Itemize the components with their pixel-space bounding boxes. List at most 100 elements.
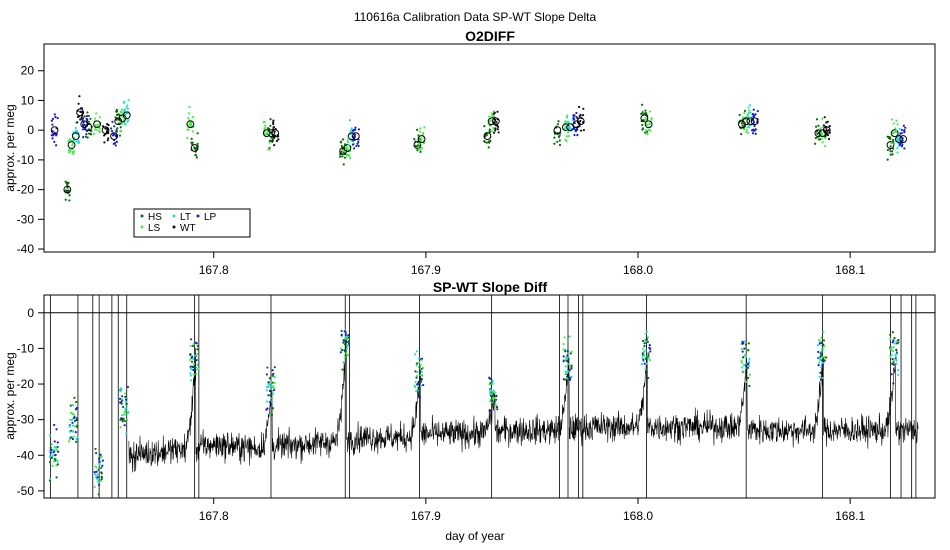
calibration-dot xyxy=(189,365,192,368)
calibration-dot xyxy=(418,396,421,399)
calibration-dot xyxy=(895,359,898,362)
calibration-dot xyxy=(125,402,128,406)
o2diff-dot xyxy=(271,140,274,143)
o2diff-point-wt xyxy=(76,108,84,117)
o2diff-dot xyxy=(126,104,129,107)
o2diff-point-cloud-ls xyxy=(343,139,352,160)
o2diff-dot xyxy=(890,141,894,145)
o2diff-point-lt xyxy=(71,132,80,141)
calibration-dot xyxy=(124,398,128,401)
o2diff-dot xyxy=(894,127,897,130)
calibration-dot xyxy=(75,400,78,404)
slope-diff-y-axis-title: approx. per meg xyxy=(3,352,17,439)
calibration-dot xyxy=(53,457,56,461)
calibration-dot xyxy=(270,413,274,417)
o2diff-point-wt xyxy=(271,129,280,138)
o2diff-point-hs xyxy=(553,126,562,135)
o2diff-dot xyxy=(489,139,492,143)
o2diff-x-tick-label: 167.8 xyxy=(199,263,229,277)
calibration-dot xyxy=(895,340,898,343)
calibration-dot xyxy=(740,359,743,362)
o2diff-dot xyxy=(891,150,894,153)
calibration-dot xyxy=(123,410,126,414)
calibration-dot xyxy=(642,350,646,353)
o2diff-dot xyxy=(66,186,69,189)
o2diff-dot xyxy=(54,115,57,119)
o2diff-dot xyxy=(565,116,569,119)
calibration-dot xyxy=(97,493,100,496)
calibration-dot xyxy=(95,470,98,473)
calibration-dot xyxy=(893,342,897,345)
o2diff-dot xyxy=(349,157,352,160)
calibration-dot xyxy=(48,479,52,482)
o2diff-dot xyxy=(83,127,86,131)
calibration-dot xyxy=(273,366,276,369)
o2diff-dot xyxy=(347,148,350,151)
o2diff-point-hs xyxy=(413,141,422,149)
o2diff-dot xyxy=(903,129,906,132)
o2diff-dot xyxy=(118,134,122,137)
o2diff-dot xyxy=(106,122,109,126)
calibration-dot xyxy=(489,390,492,393)
calibration-dot xyxy=(75,406,78,410)
o2diff-plot-frame xyxy=(43,43,936,253)
calibration-dot xyxy=(744,343,748,346)
o2diff-dot xyxy=(190,137,193,140)
calibration-dot xyxy=(570,350,573,353)
o2diff-dot xyxy=(86,129,89,132)
calibration-dot xyxy=(73,419,77,422)
o2diff-point-cloud-ls xyxy=(262,120,271,151)
calibration-dot xyxy=(493,400,496,403)
calibration-dot xyxy=(741,342,744,345)
calibration-dot xyxy=(742,356,745,359)
calibration-dot xyxy=(125,432,128,435)
o2diff-dot xyxy=(557,120,560,123)
o2diff-dot xyxy=(80,111,83,114)
calibration-dot xyxy=(196,352,199,356)
o2diff-dot xyxy=(117,122,120,125)
calibration-dot xyxy=(118,397,122,400)
o2diff-dot xyxy=(896,151,899,154)
calibration-dot xyxy=(101,459,104,462)
o2diff-dot xyxy=(641,103,644,106)
o2diff-dot xyxy=(264,126,267,129)
o2diff-dot xyxy=(275,139,279,143)
calibration-dot xyxy=(419,373,422,377)
o2diff-y-tick-label: 10 xyxy=(21,93,35,107)
o2diff-dot xyxy=(119,129,123,132)
calibration-dot xyxy=(492,402,495,405)
calibration-dot xyxy=(420,384,423,387)
calibration-dot xyxy=(420,370,423,374)
o2diff-point-cloud-hs xyxy=(483,124,492,149)
calibration-dot xyxy=(266,366,269,369)
calibration-dot xyxy=(50,456,53,459)
o2diff-dot xyxy=(272,121,275,124)
calibration-dot xyxy=(822,331,825,334)
o2diff-dot xyxy=(572,114,575,118)
calibration-dot xyxy=(742,370,745,373)
o2diff-dot xyxy=(272,126,275,129)
calibration-dot xyxy=(126,385,130,389)
calibration-dot xyxy=(897,339,900,342)
calibration-dot xyxy=(741,350,744,353)
o2diff-point-cloud-lp xyxy=(898,124,907,150)
calibration-dot xyxy=(99,453,102,456)
o2diff-dot xyxy=(119,110,123,113)
calibration-dot xyxy=(272,389,276,392)
calibration-dot xyxy=(53,440,56,443)
o2diff-dot xyxy=(348,119,352,122)
o2diff-dot xyxy=(901,137,904,140)
calibration-dot xyxy=(54,453,57,457)
o2diff-dot xyxy=(114,144,117,147)
calibration-cluster xyxy=(816,331,828,381)
calibration-dot xyxy=(897,373,900,377)
o2diff-dot xyxy=(901,139,904,142)
calibration-dot xyxy=(641,356,644,360)
o2diff-dot xyxy=(339,155,342,158)
calibration-dot xyxy=(97,468,100,471)
o2diff-dot xyxy=(51,129,54,133)
calibration-dot xyxy=(271,392,275,395)
calibration-dot xyxy=(56,445,59,449)
o2diff-dot xyxy=(892,131,895,135)
calibration-dot xyxy=(271,397,274,400)
